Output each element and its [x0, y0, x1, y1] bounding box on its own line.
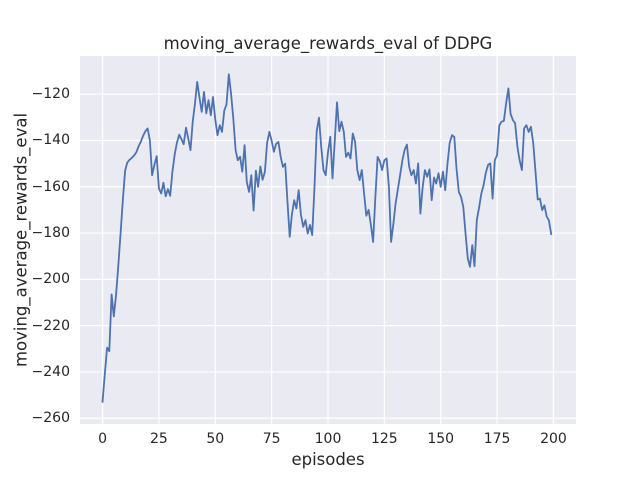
y-tick-label: −140 [31, 132, 70, 149]
x-tick-label: 125 [370, 431, 398, 447]
x-axis-label: episodes [291, 450, 365, 469]
y-tick-label: −240 [31, 363, 70, 380]
y-tick-label: −220 [31, 317, 70, 334]
x-tick-label: 50 [206, 431, 225, 447]
x-tick-label: 200 [540, 431, 567, 447]
x-tick-label: 0 [98, 431, 107, 447]
y-tick-label: −260 [31, 410, 70, 427]
x-tick-label: 25 [149, 431, 168, 447]
y-tick-label: −120 [31, 86, 70, 103]
x-tick-label: 175 [483, 431, 511, 447]
chart-title: moving_average_rewards_eval of DDPG [163, 34, 493, 53]
x-tick-label: 100 [314, 431, 342, 447]
data-line [101, 73, 553, 403]
x-tick-label: 75 [262, 431, 281, 447]
x-tick-label: 150 [427, 431, 455, 447]
y-tick-label: −180 [31, 225, 70, 242]
y-tick-label: −200 [31, 271, 70, 288]
y-tick-label: −160 [31, 178, 70, 195]
